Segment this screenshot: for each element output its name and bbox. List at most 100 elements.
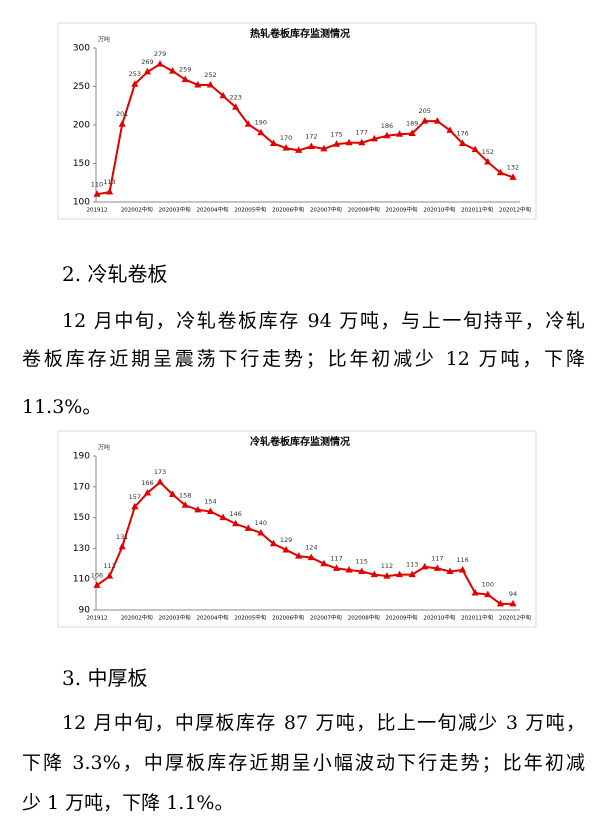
y-tick-label: 110 xyxy=(73,575,90,585)
x-tick-label: 202008中旬 xyxy=(348,614,380,622)
marker xyxy=(509,173,517,180)
chart-title: 冷轧卷板库存监测情况 xyxy=(250,435,350,448)
heading: 2. 冷轧卷板 xyxy=(62,262,168,286)
marker xyxy=(320,144,328,152)
x-tick-label: 202011中旬 xyxy=(461,614,493,622)
x-tick-label: 202002中旬 xyxy=(121,206,153,214)
data-label: 189 xyxy=(406,119,418,127)
marker xyxy=(433,564,441,571)
data-label: 154 xyxy=(204,497,216,505)
marker xyxy=(421,562,429,570)
marker xyxy=(131,80,139,87)
text-line: 11.3%。 xyxy=(22,396,102,418)
x-tick-label: 202012中旬 xyxy=(499,206,531,214)
data-label: 158 xyxy=(179,491,191,499)
data-label: 201 xyxy=(116,110,128,118)
marker xyxy=(194,505,202,513)
data-label: 124 xyxy=(305,544,317,552)
unit-label: 万吨 xyxy=(98,444,110,452)
marker xyxy=(332,564,341,571)
marker xyxy=(257,529,265,536)
heading: 3. 中厚板 xyxy=(62,666,148,690)
data-label: 157 xyxy=(129,493,141,501)
data-label: 110 xyxy=(91,180,103,188)
data-label: 175 xyxy=(330,130,342,138)
marker xyxy=(93,581,101,588)
marker xyxy=(446,567,454,574)
data-label: 177 xyxy=(356,129,368,137)
data-label: 113 xyxy=(406,561,418,569)
data-label: 113 xyxy=(103,178,115,186)
marker xyxy=(295,146,303,153)
data-label: 129 xyxy=(280,536,292,544)
data-label: 172 xyxy=(305,133,317,141)
data-label: 117 xyxy=(330,554,342,562)
marker xyxy=(106,187,114,195)
x-tick-label: 202007中旬 xyxy=(310,206,342,214)
y-tick-label: 150 xyxy=(73,159,90,169)
data-label: 205 xyxy=(419,107,431,115)
marker xyxy=(484,157,492,165)
x-tick-label: 202006中旬 xyxy=(272,206,304,214)
data-label: 146 xyxy=(229,510,241,518)
x-tick-label: 202003中旬 xyxy=(159,206,191,214)
marker xyxy=(169,490,177,497)
marker xyxy=(282,144,290,151)
x-tick-label: 201912 xyxy=(87,208,108,214)
data-label: 259 xyxy=(179,66,191,74)
series-line xyxy=(96,480,513,605)
marker xyxy=(156,60,164,67)
marker xyxy=(458,139,467,146)
marker xyxy=(358,567,366,574)
marker xyxy=(106,572,114,579)
data-label: 190 xyxy=(255,119,267,127)
y-tick-label: 200 xyxy=(73,121,90,131)
marker xyxy=(332,140,341,147)
x-tick-label: 202008中旬 xyxy=(348,206,380,214)
marker xyxy=(244,524,252,531)
x-tick-label: 202007中旬 xyxy=(310,614,342,622)
marker xyxy=(194,80,202,88)
x-tick-label: 202009中旬 xyxy=(386,206,418,214)
marker xyxy=(219,91,227,99)
marker xyxy=(496,599,504,607)
marker xyxy=(206,507,215,514)
y-tick-label: 150 xyxy=(73,513,90,523)
marker xyxy=(257,128,265,136)
chart-title: 热轧卷板库存监测情况 xyxy=(250,27,350,40)
marker xyxy=(484,590,492,598)
marker xyxy=(370,570,378,578)
marker xyxy=(446,126,454,133)
marker xyxy=(307,142,315,150)
marker xyxy=(181,501,189,508)
marker xyxy=(282,545,290,553)
data-label: 115 xyxy=(356,558,368,566)
data-label: 176 xyxy=(456,129,468,137)
data-label: 223 xyxy=(229,93,241,101)
x-tick-label: 202010中旬 xyxy=(423,614,455,622)
marker xyxy=(358,138,366,146)
marker xyxy=(471,145,479,153)
x-tick-label: 202005中旬 xyxy=(234,206,266,214)
marker xyxy=(345,138,353,146)
data-label: 253 xyxy=(129,70,141,78)
marker xyxy=(433,117,441,124)
marker xyxy=(408,129,416,136)
data-label: 140 xyxy=(255,519,267,527)
marker xyxy=(307,553,315,561)
marker xyxy=(181,75,189,83)
x-tick-label: 202010中旬 xyxy=(423,206,455,214)
marker xyxy=(232,103,240,110)
data-label: 132 xyxy=(507,163,519,171)
marker xyxy=(458,565,467,573)
marker xyxy=(383,131,391,139)
x-tick-label: 202004中旬 xyxy=(196,206,228,214)
text-line: 12 月中旬，冷轧卷板库存 94 万吨，与上一旬持平，冷轧 xyxy=(62,310,585,332)
marker xyxy=(383,572,391,579)
marker xyxy=(131,502,139,510)
marker xyxy=(156,478,164,485)
marker xyxy=(93,190,101,197)
